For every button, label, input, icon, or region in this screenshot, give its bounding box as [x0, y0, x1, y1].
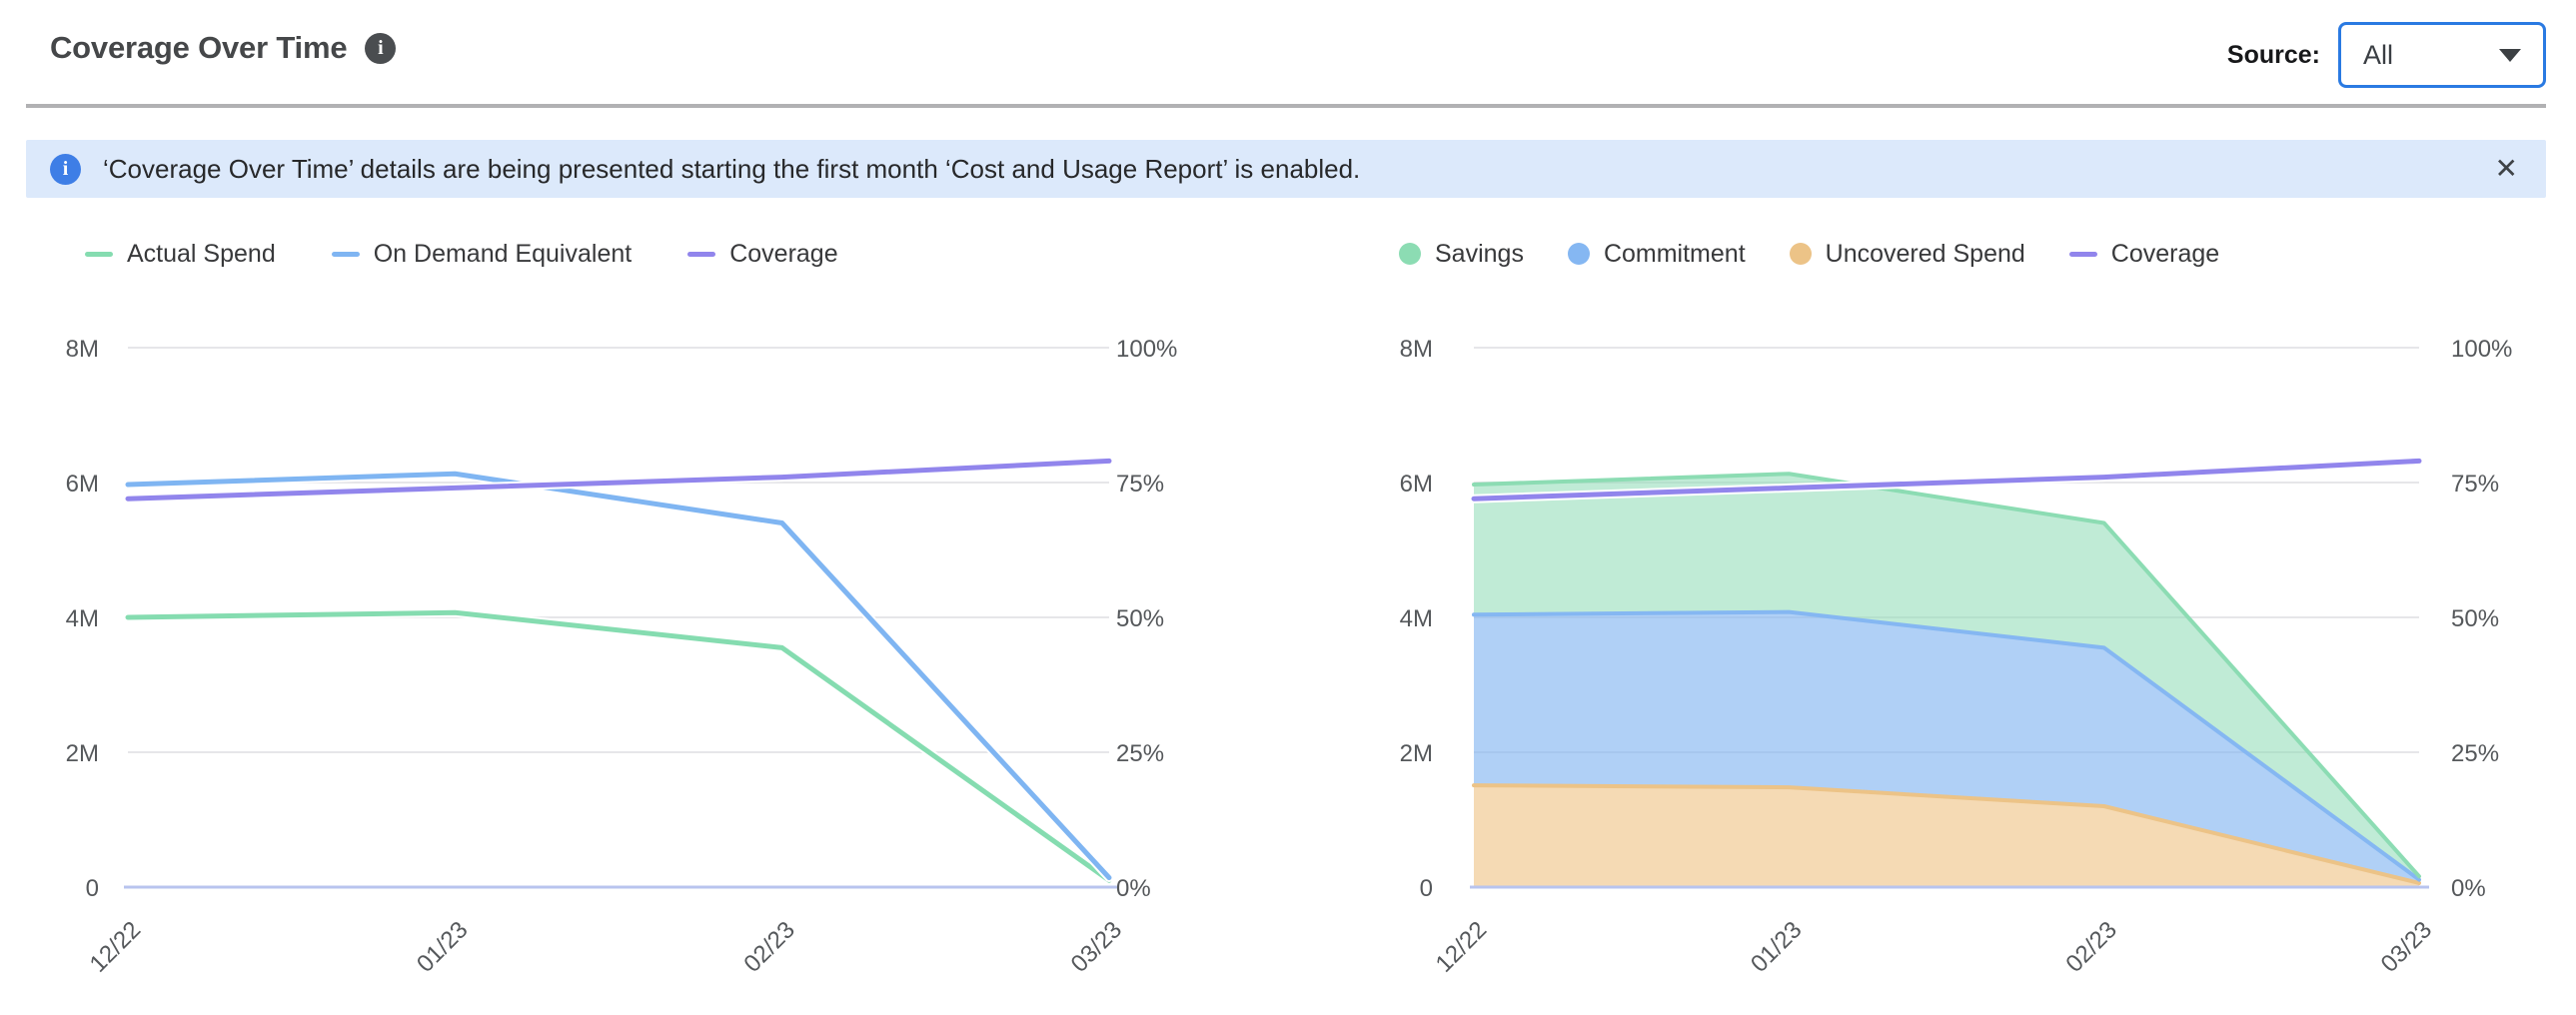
legend-area-chart: Savings Commitment Uncovered Spend Coverage	[1399, 238, 2219, 270]
series-line-actual-spend	[125, 609, 1112, 883]
area-edge-commitment	[1472, 609, 2421, 882]
legend-item-actual-spend[interactable]: Actual Spend	[85, 240, 276, 269]
legend-item-coverage[interactable]: Coverage	[687, 239, 838, 269]
svg-text:75%: 75%	[2451, 471, 2499, 498]
svg-text:2M: 2M	[66, 740, 99, 767]
svg-text:01/23: 01/23	[1746, 916, 1808, 978]
svg-text:100%: 100%	[2451, 336, 2512, 363]
svg-text:100%: 100%	[1116, 336, 1177, 363]
y-axis-right-labels: 0% 25% 50% 75% 100%	[1116, 336, 1177, 902]
svg-text:4M: 4M	[1400, 605, 1433, 632]
coverage-area-chart[interactable]: 0 2M 4M 6M 8M 0% 25% 50% 75% 100% 12/22 01/23 02/23 0…	[1367, 318, 2576, 1007]
coverage-line-chart[interactable]: 0 2M 4M 6M 8M 0% 25% 50% 75% 100% 12/22 01/23 02/23 0…	[20, 318, 1269, 1007]
legend-item-on-demand-equivalent[interactable]: On Demand Equivalent	[331, 239, 633, 269]
legend-item-coverage[interactable]: Coverage	[2068, 239, 2220, 269]
legend-label: On Demand Equivalent	[373, 239, 633, 268]
source-dropdown[interactable]: All	[2338, 22, 2546, 88]
info-icon: i	[50, 153, 81, 185]
info-banner: i ‘Coverage Over Time’ details are being…	[26, 140, 2546, 198]
svg-text:02/23: 02/23	[2060, 916, 2122, 978]
legend-label: Coverage	[2110, 239, 2220, 268]
header-divider	[26, 104, 2546, 108]
svg-text:02/23: 02/23	[738, 916, 800, 978]
svg-text:01/23: 01/23	[412, 916, 474, 978]
circle-marker-icon	[1789, 243, 1812, 265]
svg-text:50%: 50%	[2451, 605, 2499, 632]
series-line-on-demand-equivalent	[125, 471, 1112, 881]
svg-text:6M: 6M	[66, 471, 99, 498]
series-line-coverage	[125, 458, 1112, 502]
line-marker-icon	[687, 251, 716, 257]
legend-label: Commitment	[1603, 239, 1746, 268]
svg-text:0: 0	[1420, 875, 1433, 902]
svg-text:8M: 8M	[1400, 336, 1433, 363]
svg-text:0%: 0%	[2451, 875, 2486, 902]
area-commitment	[1474, 611, 2419, 883]
banner-message: ‘Coverage Over Time’ details are being p…	[103, 153, 1361, 184]
legend-item-commitment[interactable]: Commitment	[1567, 239, 1746, 269]
line-marker-icon	[331, 251, 360, 257]
svg-text:25%: 25%	[2451, 740, 2499, 767]
y-axis-left-labels: 0 2M 4M 6M 8M	[66, 336, 99, 902]
chevron-down-icon	[2499, 48, 2521, 62]
source-control: Source: All	[2227, 22, 2546, 88]
svg-text:0: 0	[86, 875, 99, 902]
area-edge-savings	[1472, 472, 2421, 879]
source-label: Source:	[2226, 40, 2320, 69]
svg-text:03/23: 03/23	[2376, 916, 2438, 978]
legend-label: Actual Spend	[127, 239, 276, 268]
source-dropdown-value: All	[2363, 39, 2394, 70]
svg-text:8M: 8M	[66, 336, 99, 363]
legend-item-uncovered-spend[interactable]: Uncovered Spend	[1789, 239, 2025, 269]
svg-text:50%: 50%	[1116, 605, 1164, 632]
svg-text:25%: 25%	[1116, 740, 1164, 767]
svg-text:2M: 2M	[1400, 740, 1433, 767]
svg-text:4M: 4M	[66, 605, 99, 632]
y-axis-left-labels: 0 2M 4M 6M 8M	[1400, 336, 1433, 902]
legend-label: Savings	[1435, 239, 1524, 268]
area-uncovered-spend	[1474, 785, 2419, 887]
line-marker-icon	[2068, 251, 2097, 257]
circle-marker-icon	[1399, 243, 1421, 265]
series-line-coverage	[1471, 458, 2422, 502]
legend-item-savings[interactable]: Savings	[1399, 240, 1524, 269]
line-marker-icon	[85, 251, 113, 257]
circle-marker-icon	[1567, 243, 1590, 265]
svg-text:12/22: 12/22	[85, 916, 147, 978]
y-axis-right-labels: 0% 25% 50% 75% 100%	[2451, 336, 2512, 902]
legend-line-chart: Actual Spend On Demand Equivalent Coverage	[85, 238, 838, 270]
x-axis-labels: 12/22 01/23 02/23 03/23	[1431, 916, 2438, 978]
series-halo	[123, 469, 1114, 883]
svg-text:75%: 75%	[1116, 471, 1164, 498]
legend-label: Uncovered Spend	[1825, 239, 2025, 268]
widget-header: Coverage Over Time i	[50, 30, 397, 66]
area-savings	[1474, 474, 2419, 880]
svg-text:0%: 0%	[1116, 875, 1151, 902]
svg-text:03/23: 03/23	[1066, 916, 1128, 978]
area-edge-uncovered-spend	[1472, 783, 2421, 885]
close-icon[interactable]: ✕	[2494, 153, 2518, 184]
series-halo	[123, 607, 1114, 885]
page-title: Coverage Over Time	[50, 30, 348, 65]
svg-text:6M: 6M	[1400, 471, 1433, 498]
svg-text:12/22: 12/22	[1431, 916, 1493, 978]
gridlines	[128, 347, 1109, 753]
legend-label: Coverage	[729, 239, 838, 268]
title-info-icon[interactable]: i	[365, 32, 397, 64]
x-axis-labels: 12/22 01/23 02/23 03/23	[85, 916, 1128, 978]
